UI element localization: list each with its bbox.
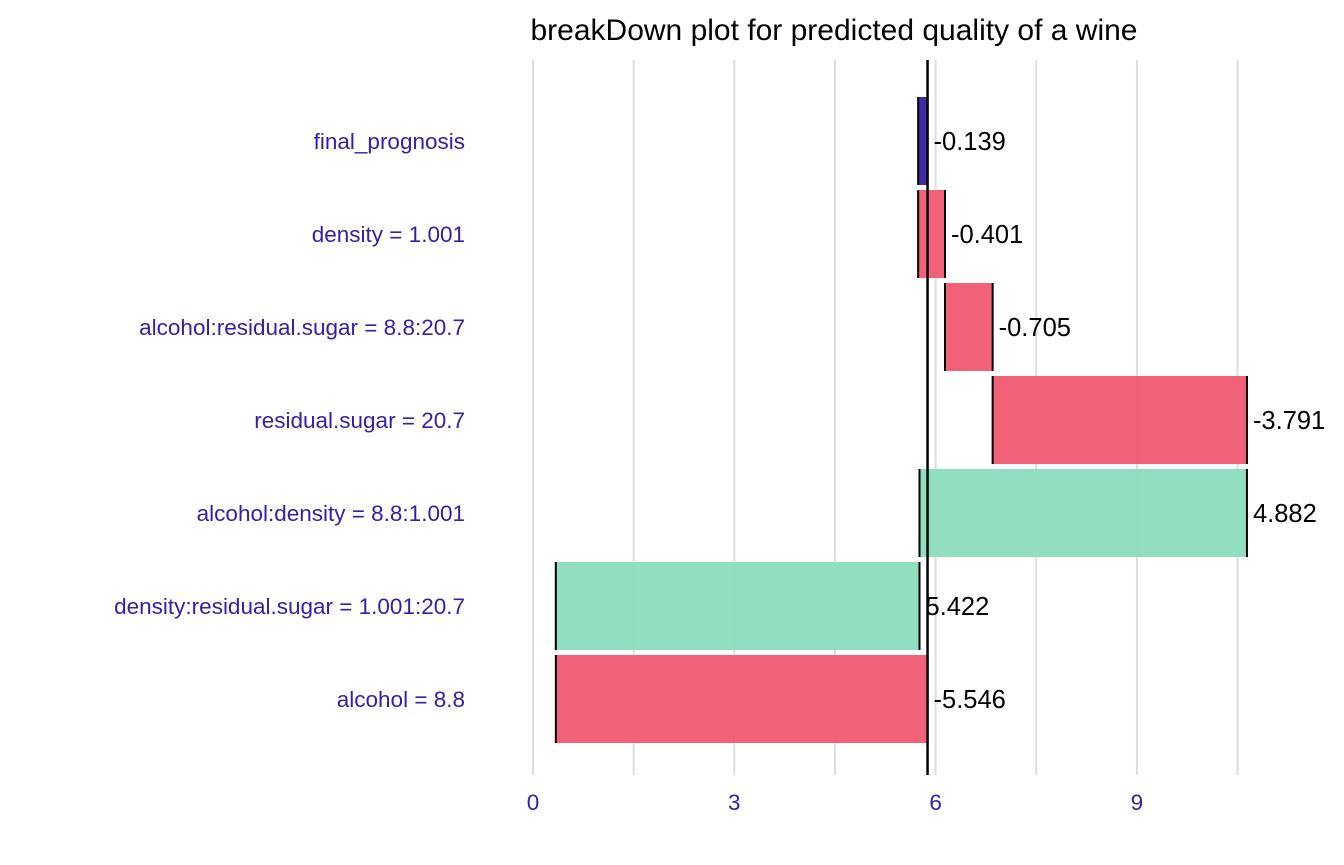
value-label: -5.546	[934, 686, 1006, 714]
value-label: 4.882	[1253, 500, 1317, 528]
bars-group	[554, 97, 1248, 743]
value-label: 5.422	[925, 593, 989, 621]
chart-title: breakDown plot for predicted quality of …	[530, 14, 1137, 47]
category-label: final_prognosis	[314, 129, 465, 154]
x-tick-label: 0	[527, 790, 540, 815]
value-labels: -0.139 -0.401 -0.705 -3.791 4.882 5.422 -5.546	[925, 128, 1325, 714]
bar	[555, 655, 928, 743]
category-label: density = 1.001	[312, 222, 465, 247]
value-label: -0.705	[999, 314, 1071, 342]
x-tick-label: 3	[728, 790, 741, 815]
category-label: alcohol = 8.8	[337, 687, 465, 712]
bar	[918, 97, 928, 185]
bar	[555, 562, 920, 650]
value-label: -0.139	[934, 128, 1006, 156]
x-tick-label: 9	[1131, 790, 1144, 815]
x-axis-ticks: 0 3 6 9	[527, 790, 1143, 815]
category-label: alcohol:density = 8.8:1.001	[197, 501, 465, 526]
category-label: density:residual.sugar = 1.001:20.7	[114, 594, 465, 619]
value-label: -3.791	[1253, 407, 1325, 435]
bar	[944, 283, 993, 371]
x-tick-label: 6	[929, 790, 942, 815]
bar	[918, 190, 945, 278]
category-label: residual.sugar = 20.7	[254, 408, 465, 433]
bar	[992, 376, 1247, 464]
bar	[919, 469, 1247, 557]
value-label: -0.401	[951, 221, 1023, 249]
category-label: alcohol:residual.sugar = 8.8:20.7	[139, 315, 465, 340]
